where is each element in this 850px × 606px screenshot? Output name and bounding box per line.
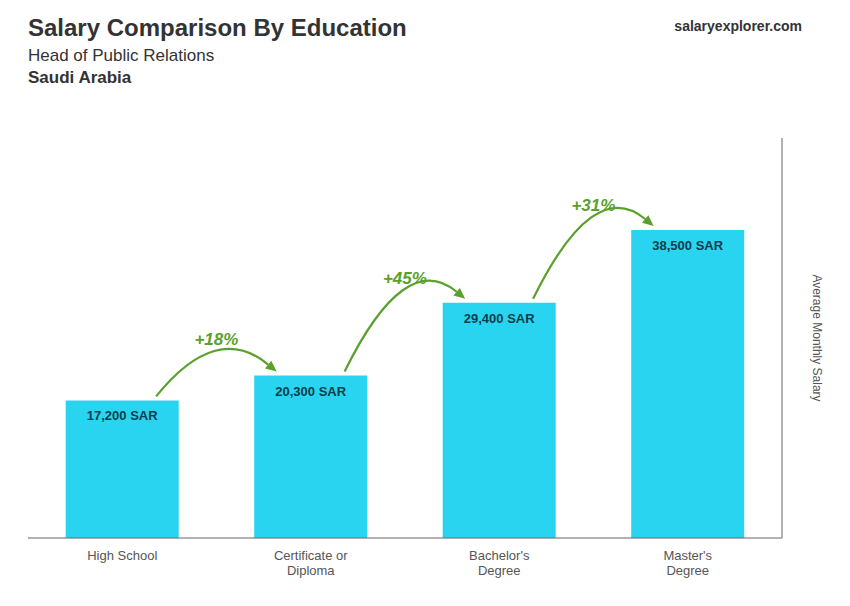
svg-text:High School: High School [87, 548, 157, 563]
svg-text:Master'sDegree: Master'sDegree [663, 548, 712, 578]
html-text:Head of Public Relations: Head of Public Relations [28, 46, 215, 65]
html-text:Salary Comparison By Education: Salary Comparison By Education [28, 14, 407, 41]
svg-text:+31%: +31% [571, 196, 615, 215]
svg-text:29,400 SAR: 29,400 SAR [464, 311, 535, 326]
html-text:salaryexplorer.com: salaryexplorer.com [674, 18, 802, 34]
html-text:Saudi Arabia: Saudi Arabia [28, 68, 132, 87]
svg-text:17,200 SAR: 17,200 SAR [87, 408, 158, 423]
svg-text:Average Monthly Salary: Average Monthly Salary [810, 274, 824, 401]
svg-text:Certificate orDiploma: Certificate orDiploma [274, 548, 348, 578]
svg-text:20,300 SAR: 20,300 SAR [275, 384, 346, 399]
svg-text:Bachelor'sDegree: Bachelor'sDegree [469, 548, 530, 578]
svg-text:38,500 SAR: 38,500 SAR [652, 238, 723, 253]
svg-text:+45%: +45% [383, 269, 427, 288]
svg-text:+18%: +18% [194, 330, 238, 349]
